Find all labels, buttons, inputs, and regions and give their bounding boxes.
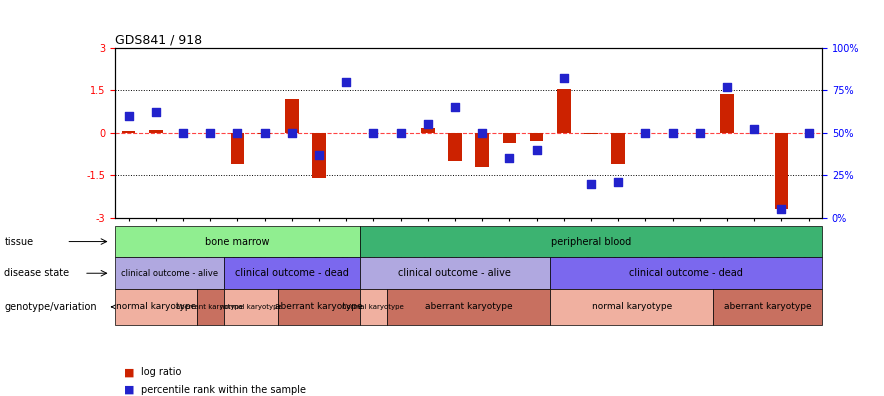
Text: disease state: disease state	[4, 268, 70, 278]
Bar	[530, 133, 544, 141]
Point	[393, 129, 408, 136]
Text: log ratio: log ratio	[141, 367, 182, 377]
Point	[720, 84, 734, 90]
Point	[802, 129, 816, 136]
Bar	[231, 133, 244, 164]
Text: clinical outcome - alive: clinical outcome - alive	[399, 268, 511, 278]
Point	[203, 129, 217, 136]
Bar	[421, 128, 435, 133]
Text: genotype/variation: genotype/variation	[4, 302, 97, 312]
Point	[693, 129, 707, 136]
Point	[312, 152, 326, 158]
Text: normal karyotype: normal karyotype	[220, 304, 282, 310]
Text: aberrant karyotype: aberrant karyotype	[275, 303, 362, 311]
Bar	[612, 133, 625, 164]
Bar	[774, 133, 789, 209]
Point	[583, 181, 598, 187]
Point	[149, 109, 163, 115]
Bar	[312, 133, 325, 178]
Text: ■: ■	[124, 385, 134, 395]
Point	[611, 179, 625, 185]
Text: normal karyotype: normal karyotype	[342, 304, 404, 310]
Bar	[258, 133, 271, 134]
Point	[285, 129, 299, 136]
Bar	[584, 133, 598, 134]
Point	[121, 112, 135, 119]
Point	[557, 75, 571, 81]
Text: normal karyotype: normal karyotype	[591, 303, 672, 311]
Point	[530, 147, 544, 153]
Point	[366, 129, 380, 136]
Point	[475, 129, 489, 136]
Text: ■: ■	[124, 367, 134, 377]
Text: GDS841 / 918: GDS841 / 918	[115, 33, 202, 46]
Text: bone marrow: bone marrow	[205, 236, 270, 247]
Bar	[502, 133, 516, 143]
Bar	[149, 130, 163, 133]
Bar	[476, 133, 489, 167]
Text: normal karyotype: normal karyotype	[116, 303, 196, 311]
Point	[339, 78, 354, 85]
Text: percentile rank within the sample: percentile rank within the sample	[141, 385, 307, 395]
Bar	[122, 131, 135, 133]
Point	[666, 129, 680, 136]
Point	[774, 206, 789, 212]
Point	[230, 129, 244, 136]
Text: aberrant karyotype: aberrant karyotype	[724, 303, 812, 311]
Text: tissue: tissue	[4, 236, 34, 247]
Point	[421, 121, 435, 127]
Text: aberrant karyotype: aberrant karyotype	[424, 303, 513, 311]
Point	[638, 129, 652, 136]
Text: peripheral blood: peripheral blood	[551, 236, 631, 247]
Point	[257, 129, 271, 136]
Point	[502, 155, 516, 161]
Point	[448, 104, 462, 110]
Text: clinical outcome - dead: clinical outcome - dead	[629, 268, 743, 278]
Text: clinical outcome - alive: clinical outcome - alive	[121, 269, 217, 278]
Bar	[720, 94, 734, 133]
Point	[747, 126, 761, 132]
Bar	[448, 133, 461, 161]
Point	[176, 129, 190, 136]
Text: clinical outcome - dead: clinical outcome - dead	[235, 268, 348, 278]
Text: aberrant karyotype: aberrant karyotype	[177, 304, 244, 310]
Bar	[557, 89, 570, 133]
Bar	[285, 99, 299, 133]
